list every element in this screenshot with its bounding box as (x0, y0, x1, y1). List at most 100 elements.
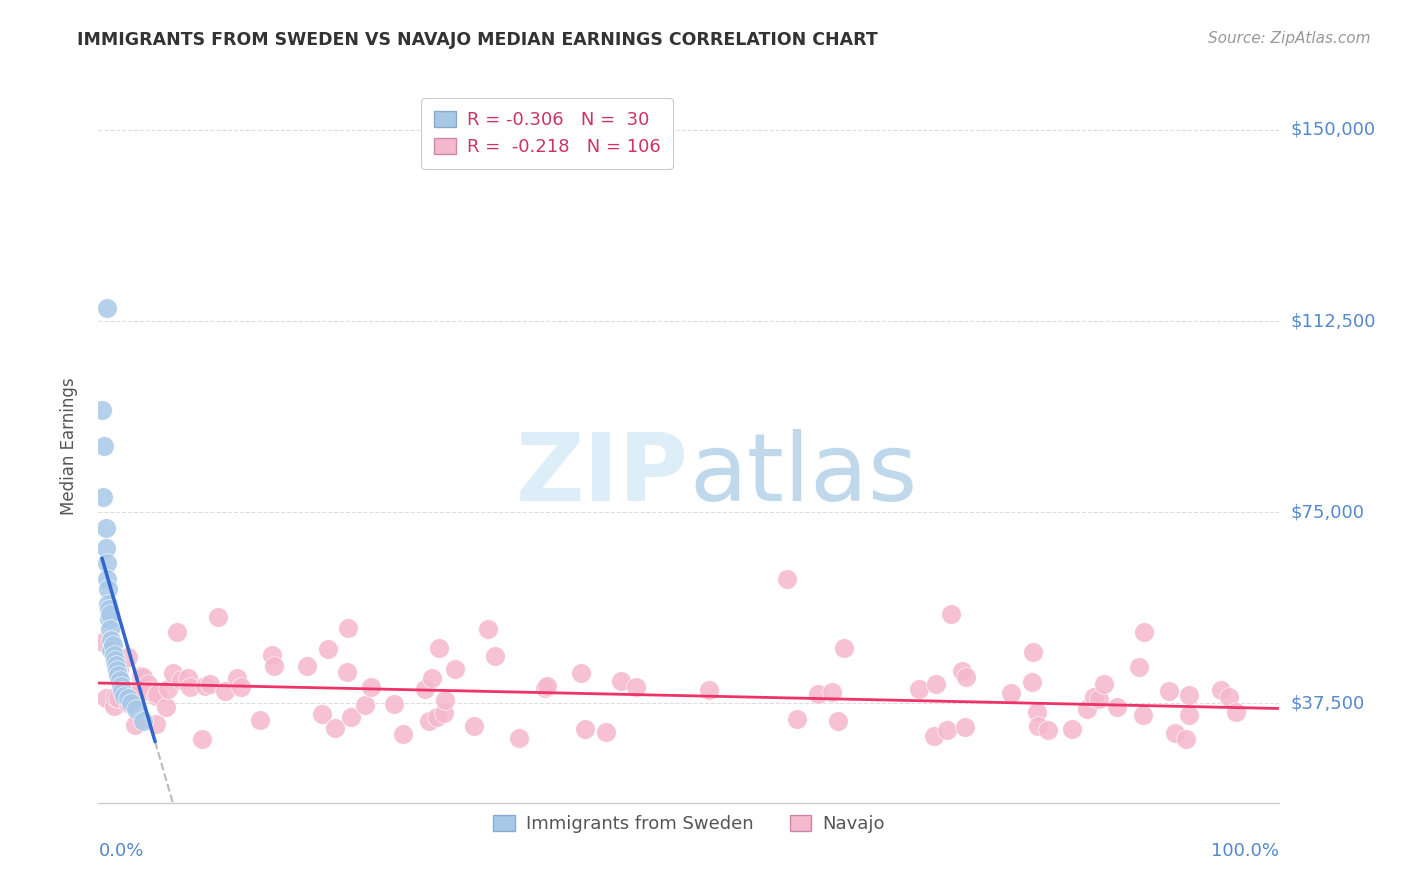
Point (776, 572, 799, 586)
Point (179, 680, 201, 694)
Point (191, 732, 214, 747)
Point (925, 677, 948, 691)
Point (354, 698, 377, 713)
Point (922, 729, 945, 743)
Point (194, 679, 217, 693)
Point (1025, 705, 1047, 719)
Point (118, 686, 141, 700)
Point (100, 643, 122, 657)
Point (316, 642, 339, 657)
Point (626, 681, 648, 695)
Point (117, 697, 139, 711)
Point (145, 717, 167, 731)
Point (107, 667, 129, 681)
Point (98, 602, 121, 616)
Point (94, 541, 117, 555)
Point (138, 683, 160, 698)
Point (97, 597, 120, 611)
Point (360, 680, 382, 694)
Point (429, 640, 451, 655)
Point (1060, 722, 1083, 736)
Point (422, 671, 444, 685)
Point (132, 714, 155, 729)
Point (146, 687, 169, 701)
Point (263, 659, 285, 673)
Text: 0.0%: 0.0% (98, 842, 143, 860)
Point (536, 679, 558, 693)
Point (1076, 701, 1098, 715)
Point (935, 723, 957, 738)
Point (1092, 676, 1115, 690)
Text: $37,500: $37,500 (1291, 694, 1365, 713)
Text: $75,000: $75,000 (1291, 503, 1365, 521)
Point (117, 691, 139, 706)
Point (1164, 725, 1187, 739)
Point (103, 648, 125, 662)
Point (1218, 690, 1240, 704)
Point (249, 713, 271, 727)
Point (339, 710, 361, 724)
Point (337, 621, 360, 635)
Point (94, 520, 117, 534)
Point (98, 623, 121, 637)
Point (1225, 705, 1247, 719)
Point (111, 683, 134, 698)
Point (125, 701, 148, 715)
Point (129, 669, 152, 683)
Point (827, 714, 849, 728)
Point (433, 706, 456, 721)
Point (595, 725, 617, 739)
Point (155, 700, 177, 714)
Point (297, 658, 319, 673)
Point (477, 623, 499, 637)
Point (1178, 689, 1201, 703)
Point (1209, 682, 1232, 697)
Point (169, 673, 191, 687)
Point (98, 607, 121, 622)
Point (1132, 708, 1154, 723)
Point (821, 685, 844, 699)
Point (177, 671, 200, 685)
Point (98, 612, 121, 626)
Point (697, 683, 720, 698)
Point (569, 665, 592, 680)
Point (110, 673, 132, 688)
Point (508, 731, 530, 745)
Point (96, 556, 118, 570)
Point (484, 648, 506, 663)
Point (162, 666, 184, 681)
Point (1028, 719, 1050, 733)
Point (104, 650, 127, 665)
Point (124, 718, 146, 732)
Point (94, 690, 117, 705)
Text: Source: ZipAtlas.com: Source: ZipAtlas.com (1208, 31, 1371, 46)
Point (198, 677, 221, 691)
Point (91, 403, 114, 417)
Point (1128, 660, 1150, 674)
Point (950, 664, 973, 678)
Point (124, 688, 146, 702)
Point (832, 641, 855, 656)
Point (136, 677, 159, 691)
Point (104, 653, 127, 667)
Point (1036, 723, 1059, 738)
Point (1000, 686, 1022, 700)
Point (1174, 731, 1197, 746)
Text: IMMIGRANTS FROM SWEDEN VS NAVAJO MEDIAN EARNINGS CORRELATION CHART: IMMIGRANTS FROM SWEDEN VS NAVAJO MEDIAN … (77, 31, 879, 49)
Point (534, 681, 557, 696)
Point (336, 665, 359, 680)
Y-axis label: Median Earnings: Median Earnings (59, 377, 77, 515)
Point (1021, 675, 1043, 690)
Point (108, 662, 131, 676)
Point (96, 572, 118, 586)
Text: $150,000: $150,000 (1291, 121, 1375, 139)
Point (145, 689, 167, 703)
Point (112, 689, 135, 703)
Point (100, 632, 122, 647)
Point (132, 670, 155, 684)
Point (260, 648, 283, 662)
Point (104, 690, 127, 705)
Point (121, 697, 143, 711)
Point (415, 681, 437, 696)
Point (806, 687, 828, 701)
